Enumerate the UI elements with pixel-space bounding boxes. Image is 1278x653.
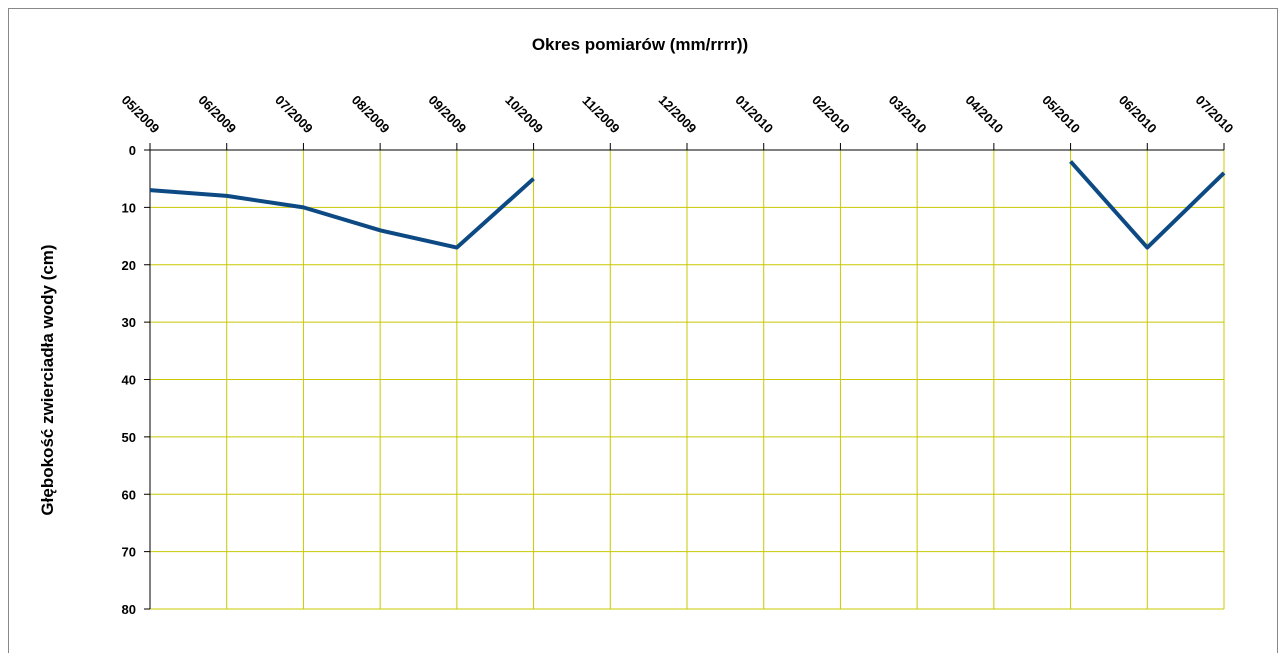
y-tick-label: 10 — [122, 200, 136, 215]
x-tick-label: 07/2010 — [1193, 92, 1237, 136]
x-tick-label: 08/2009 — [349, 92, 393, 136]
x-tick-label: 11/2009 — [579, 93, 622, 136]
x-tick-label: 06/2010 — [1116, 92, 1160, 136]
data-line — [149, 177, 535, 250]
y-tick-label: 50 — [122, 430, 136, 445]
x-tick-label: 05/2010 — [1039, 92, 1083, 136]
x-axis-title: Okres pomiarów (mm/rrrr)) — [532, 35, 748, 54]
x-tick-label: 09/2009 — [426, 92, 470, 136]
x-tick-label: 02/2010 — [809, 92, 853, 136]
x-tick-label: 12/2009 — [656, 92, 700, 136]
y-tick-label: 30 — [122, 315, 136, 330]
y-tick-label: 80 — [122, 602, 136, 617]
x-tick-label: 03/2010 — [886, 92, 930, 136]
x-tick-label: 04/2010 — [963, 92, 1007, 136]
y-tick-label: 40 — [122, 373, 136, 388]
x-tick-label: 10/2009 — [502, 92, 546, 136]
x-tick-label: 05/2009 — [119, 92, 163, 136]
x-tick-label: 06/2009 — [195, 92, 239, 136]
y-tick-label: 0 — [129, 143, 136, 158]
y-tick-label: 60 — [122, 487, 136, 502]
x-tick-label: 01/2010 — [732, 92, 776, 136]
y-tick-label: 20 — [122, 258, 136, 273]
y-axis-title: Głębokość zwierciadła wody (cm) — [38, 244, 57, 515]
x-tick-label: 07/2009 — [272, 92, 316, 136]
data-line — [1069, 160, 1226, 250]
y-tick-label: 70 — [122, 545, 136, 560]
